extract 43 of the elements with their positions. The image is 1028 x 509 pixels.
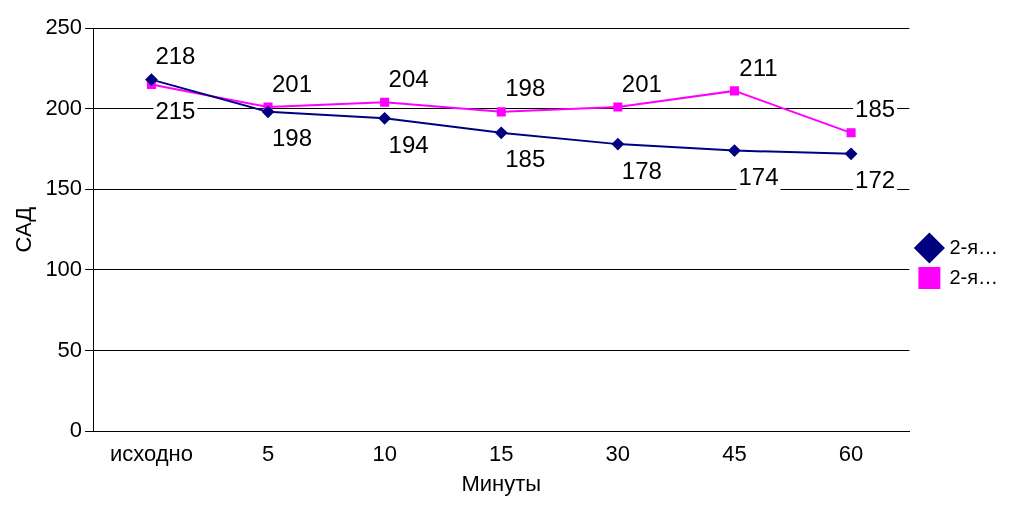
data-label: 185 [855,95,896,123]
point [262,105,275,118]
data-label: 215 [155,97,196,125]
point [495,126,508,139]
y-tick-label: 150 [45,175,83,201]
x-tick-label: 30 [605,441,631,467]
x-tick-label: 15 [489,441,514,467]
point [728,144,741,157]
x-tick-label: 10 [372,441,397,467]
data-label: 198 [272,124,313,152]
legend-label: 2-я… [949,235,999,258]
point [611,138,624,151]
point [145,73,158,86]
point [496,107,506,117]
y-axis-title: САД [11,206,37,253]
data-label: 194 [388,130,429,158]
data-label: 178 [621,156,662,184]
point [846,128,856,138]
y-tick-label: 250 [45,14,83,40]
point [729,86,740,96]
y-tick-label: 200 [45,94,83,120]
point [613,102,623,112]
x-tick-label: 45 [722,441,747,467]
data-label: 201 [272,69,313,97]
data-label: 198 [505,74,546,102]
data-label: 172 [855,166,896,194]
y-tick-label: 0 [69,417,83,443]
x-tick-label: 5 [261,441,275,467]
x-tick-label: 60 [838,441,864,467]
data-label: 201 [621,69,662,97]
point [380,97,390,107]
data-label: 218 [155,42,196,70]
data-label: 174 [738,163,779,191]
data-label: 185 [505,145,546,173]
y-tick-label: 50 [57,336,83,362]
legend-label: 2-я… [949,265,999,288]
point [845,147,858,160]
point [378,112,391,125]
x-tick-label: исходно [109,441,193,467]
x-axis-title: Минуты [461,470,542,496]
data-label: 211 [739,53,778,81]
data-label: 204 [388,64,429,92]
y-tick-label: 100 [45,255,83,281]
